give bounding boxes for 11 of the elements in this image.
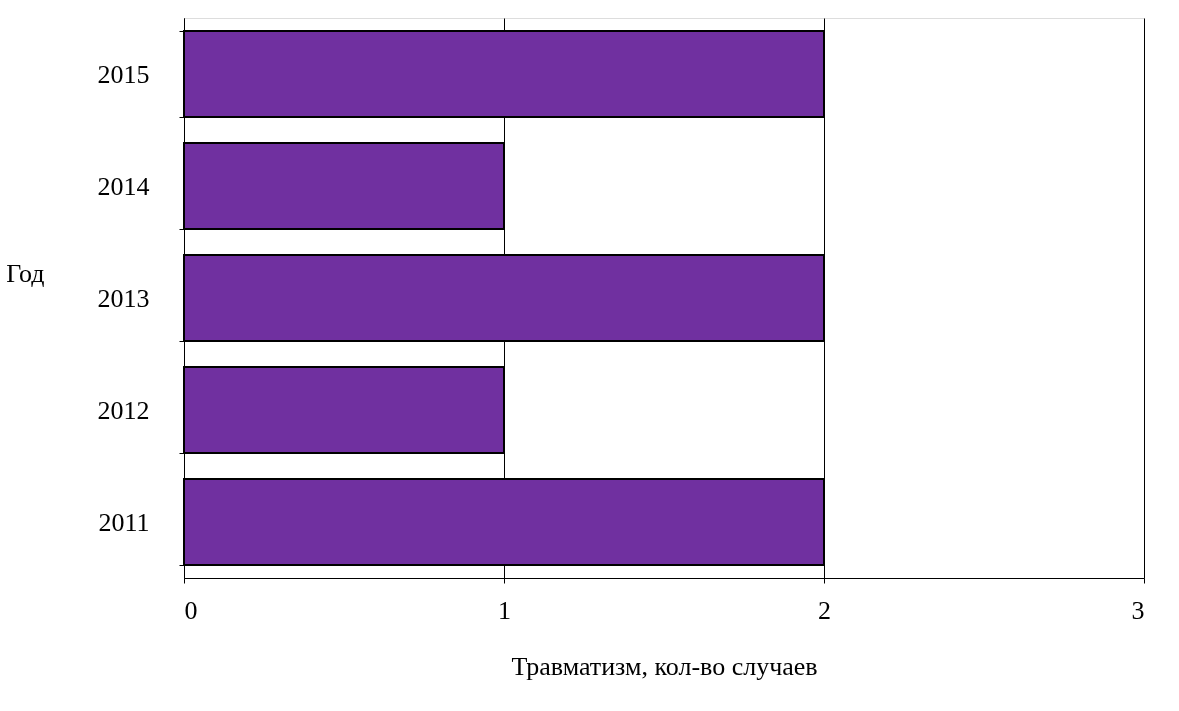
y-tick-label: 2015 bbox=[97, 59, 150, 89]
y-axis-title: Год bbox=[6, 258, 45, 288]
x-tick-label: 0 bbox=[184, 595, 198, 625]
y-tick-label: 2011 bbox=[98, 507, 150, 537]
x-tick-label: 1 bbox=[498, 595, 511, 625]
y-tick-label: 2013 bbox=[97, 283, 150, 313]
y-tick-label: 2014 bbox=[97, 171, 150, 201]
x-tick-label: 3 bbox=[1131, 595, 1145, 625]
x-tick-label: 2 bbox=[818, 595, 831, 625]
x-axis-title: Травматизм, кол-во случаев bbox=[511, 651, 818, 681]
y-tick-label: 2012 bbox=[97, 395, 150, 425]
